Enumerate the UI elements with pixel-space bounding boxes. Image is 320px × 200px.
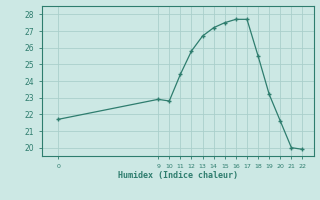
X-axis label: Humidex (Indice chaleur): Humidex (Indice chaleur) [118,171,237,180]
